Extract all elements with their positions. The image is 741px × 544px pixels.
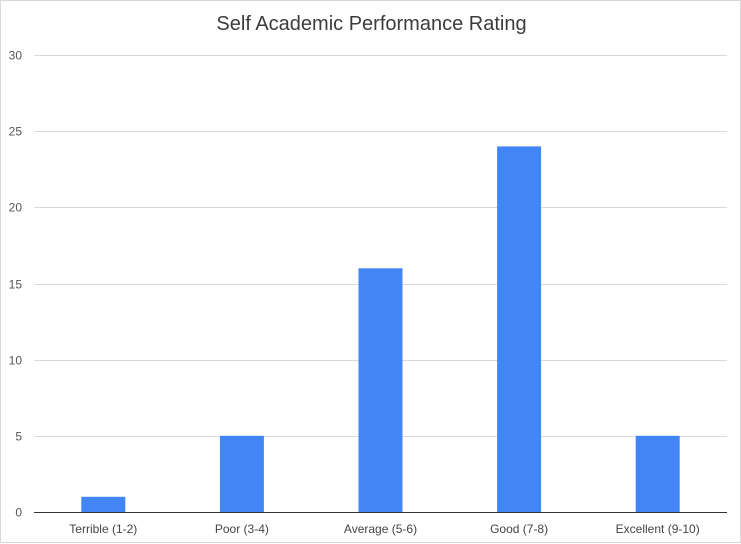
y-tick-label: 15	[9, 278, 23, 292]
x-category-label: Poor (3-4)	[215, 522, 269, 536]
bar	[635, 435, 680, 512]
x-category-label: Average (5-6)	[344, 522, 417, 536]
y-tick-label: 20	[9, 201, 23, 215]
y-tick-label: 30	[9, 49, 23, 63]
y-tick-label: 10	[9, 354, 23, 368]
bar	[497, 146, 542, 512]
y-tick-label: 25	[9, 125, 23, 139]
x-category-label: Terrible (1-2)	[69, 522, 137, 536]
y-tick-label: 0	[15, 506, 22, 520]
bar	[81, 496, 126, 512]
y-tick-label: 5	[15, 430, 22, 444]
bar	[219, 435, 264, 512]
chart-title: Self Academic Performance Rating	[216, 13, 527, 35]
bar	[358, 268, 403, 512]
x-category-label: Excellent (9-10)	[616, 522, 700, 536]
x-category-label: Good (7-8)	[490, 522, 548, 536]
